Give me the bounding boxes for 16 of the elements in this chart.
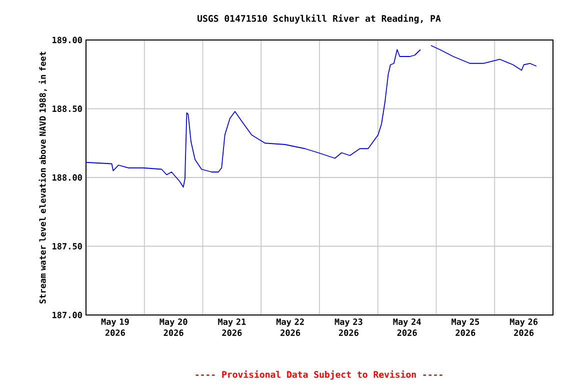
y-axis-title: Stream water level elevation above NAVD 1988, in feet [38,52,47,304]
x-tick-label: May 24 2026 [393,318,421,336]
x-tick-label: May 23 2026 [334,318,362,336]
x-tick-label: May 19 2026 [101,318,129,336]
x-tick-label: May 22 2026 [276,318,304,336]
y-tick-label: 187.00 [52,312,82,318]
y-tick-label: 189.00 [52,36,82,44]
y-tick-label: 187.50 [52,243,82,250]
x-tick-label: May 21 2026 [218,318,246,336]
x-tick-label: May 26 2026 [510,318,538,336]
text: ---- Provisional Data Subject to Revision ---- [196,370,442,380]
x-tick-label: May 20 2026 [160,318,188,336]
x-tick-label: May 25 2026 [452,318,480,336]
y-tick-label: 188.50 [52,106,82,112]
chart-title: USGS 01471510 Schuylkill River at Reading, PA [198,14,441,24]
y-tick-label: 188.00 [52,174,82,181]
